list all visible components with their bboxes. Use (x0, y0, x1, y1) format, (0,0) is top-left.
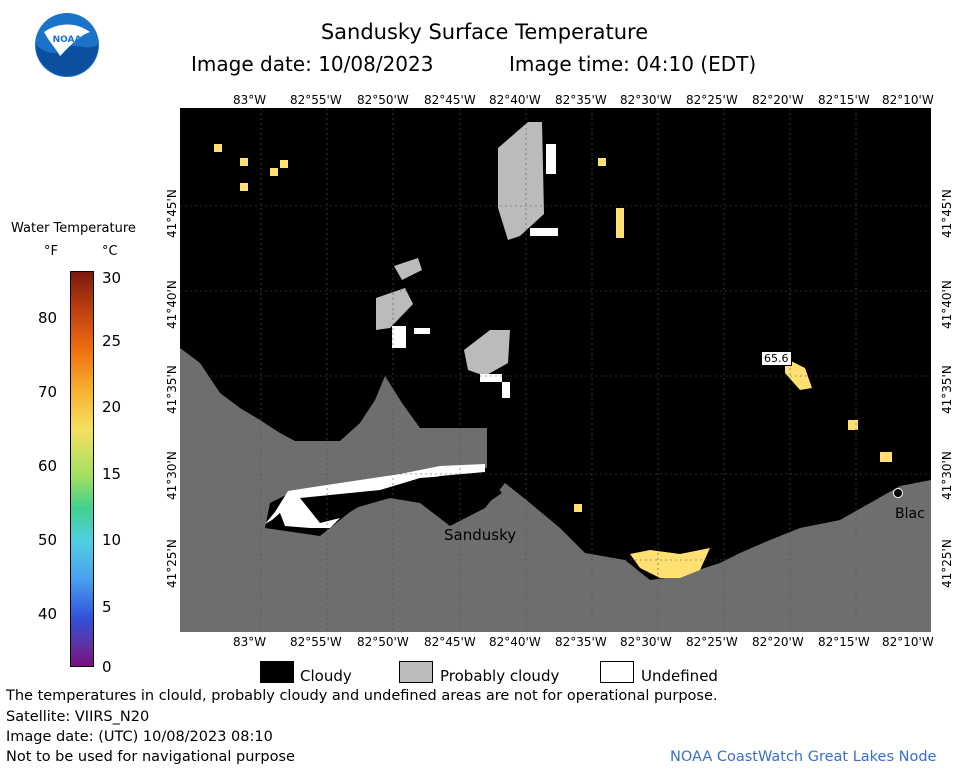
warm-water-patch (848, 420, 858, 430)
top-lon-label: 82°10'W (882, 93, 934, 107)
undefined-patch (392, 326, 406, 348)
navigation-warning: Not to be used for navigational purpose (6, 749, 295, 765)
place-blac: Blac (895, 506, 925, 522)
temperature-readout: 65.6 (761, 351, 792, 366)
left-lat-label: 41°35'N (165, 365, 179, 414)
undefined-patch (414, 328, 430, 334)
bottom-lon-label: 82°25'W (686, 635, 738, 649)
c-tick: 15 (102, 465, 122, 483)
left-lat-label: 41°30'N (165, 451, 179, 500)
f-tick: 80 (38, 309, 58, 327)
bottom-lon-label: 82°35'W (555, 635, 607, 649)
warm-water-patch (598, 158, 606, 166)
undefined-patch (480, 374, 502, 382)
land-area (180, 348, 931, 632)
credit-text: NOAA CoastWatch Great Lakes Node (670, 749, 937, 765)
warm-water-patch (785, 358, 812, 390)
unit-c: °C (102, 244, 118, 259)
c-tick: 0 (102, 658, 112, 676)
warm-water-patch (270, 168, 278, 176)
bottom-lon-label: 82°45'W (424, 635, 476, 649)
top-lon-label: 82°25'W (686, 93, 738, 107)
warm-water-patch (214, 144, 222, 152)
satellite-text: Satellite: VIIRS_N20 (6, 709, 150, 725)
warm-water-patch (240, 183, 248, 191)
undefined-patch (546, 144, 556, 174)
probably-cloudy-island (376, 288, 413, 330)
top-lon-label: 82°55'W (290, 93, 342, 107)
warm-water-patch (574, 504, 582, 512)
c-tick: 25 (102, 332, 122, 350)
f-tick: 60 (38, 457, 58, 475)
undefined-patch (502, 382, 510, 398)
unit-f: °F (44, 244, 58, 259)
probably-cloudy-island (498, 122, 544, 240)
f-tick: 40 (38, 605, 58, 623)
top-lon-label: 82°15'W (818, 93, 870, 107)
warm-water-patch (240, 158, 248, 166)
top-lon-label: 82°35'W (555, 93, 607, 107)
legend-swatch-probably-cloudy (399, 661, 433, 683)
warm-water-patch (280, 160, 288, 168)
image-time: Image time: 04:10 (EDT) (509, 52, 757, 76)
logo-text: NOAA (53, 35, 82, 45)
left-lat-label: 41°45'N (165, 189, 179, 238)
c-tick: 20 (102, 398, 122, 416)
probably-cloudy-island (464, 330, 510, 376)
city-marker (893, 488, 903, 498)
disclaimer-text: The temperatures in clould, probably clo… (6, 688, 718, 704)
right-lat-label: 41°40'N (940, 280, 954, 329)
bottom-lon-label: 82°20'W (752, 635, 804, 649)
bottom-lon-label: 82°15'W (818, 635, 870, 649)
left-lat-label: 41°40'N (165, 280, 179, 329)
image-date: Image date: 10/08/2023 (191, 52, 434, 76)
bay-cloud (300, 473, 502, 523)
f-tick: 70 (38, 383, 58, 401)
bottom-lon-label: 82°50'W (357, 635, 409, 649)
legend-swatch-undefined (600, 661, 634, 683)
warm-water-patch (880, 452, 892, 462)
probably-cloudy-island (394, 258, 422, 280)
top-lon-label: 82°40'W (489, 93, 541, 107)
page-title: Sandusky Surface Temperature (320, 20, 649, 44)
bottom-lon-label: 82°40'W (489, 635, 541, 649)
noaa-logo: NOAA (34, 12, 100, 78)
top-lon-label: 82°20'W (752, 93, 804, 107)
top-lon-label: 82°30'W (620, 93, 672, 107)
legend-label-cloudy: Cloudy (300, 667, 352, 685)
c-tick: 5 (102, 598, 112, 616)
legend-label-probably-cloudy: Probably cloudy (440, 667, 560, 685)
bottom-lon-label: 82°30'W (620, 635, 672, 649)
temperature-map: Sandusky Blac 65.6 (180, 108, 931, 632)
top-lon-label: 82°45'W (424, 93, 476, 107)
bottom-lon-label: 83°W (233, 635, 267, 649)
f-tick: 50 (38, 531, 58, 549)
top-lon-label: 82°50'W (357, 93, 409, 107)
warm-water-patch (630, 548, 710, 578)
place-sandusky: Sandusky (444, 526, 517, 544)
bottom-lon-label: 82°10'W (882, 635, 934, 649)
right-lat-label: 41°45'N (940, 189, 954, 238)
c-tick: 30 (102, 269, 122, 287)
utc-date-text: Image date: (UTC) 10/08/2023 08:10 (6, 729, 273, 745)
c-tick: 10 (102, 531, 122, 549)
bottom-lon-label: 82°55'W (290, 635, 342, 649)
left-lat-label: 41°25'N (165, 539, 179, 588)
right-lat-label: 41°35'N (940, 365, 954, 414)
colorbar (70, 271, 94, 667)
colorbar-title: Water Temperature (11, 221, 136, 236)
right-lat-label: 41°30'N (940, 451, 954, 500)
right-lat-label: 41°25'N (940, 539, 954, 588)
undefined-patch (530, 228, 558, 236)
top-lon-label: 83°W (233, 93, 267, 107)
warm-water-patch (616, 208, 624, 238)
legend-swatch-cloudy (260, 661, 294, 683)
legend-label-undefined: Undefined (641, 667, 718, 685)
